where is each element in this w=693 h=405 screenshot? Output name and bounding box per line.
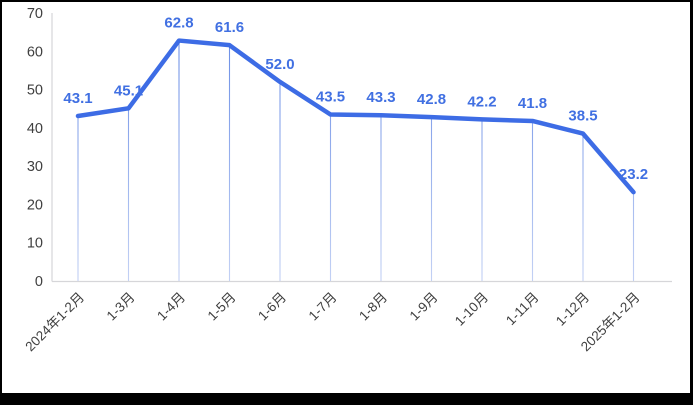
x-axis-category-label: 1-5月 bbox=[205, 290, 239, 324]
data-point-label: 43.3 bbox=[366, 89, 395, 106]
x-axis-category-label: 1-6月 bbox=[255, 290, 289, 324]
plot-area: 0 10 20 30 40 50 60 70 43.1 45.1 62.8 61.6 52.0 43.5 4… bbox=[2, 2, 690, 393]
y-axis-tick-label: 0 bbox=[35, 274, 43, 290]
data-point-label: 45.1 bbox=[114, 82, 143, 99]
x-axis-category-label: 1-4月 bbox=[154, 290, 188, 324]
x-axis-category-label: 2024年1-2月 bbox=[22, 290, 87, 355]
x-axis-category-label: 1-8月 bbox=[356, 290, 390, 324]
y-axis-tick-label: 70 bbox=[27, 6, 43, 22]
data-point-label: 52.0 bbox=[265, 56, 294, 73]
data-point-label: 23.2 bbox=[619, 166, 648, 183]
x-axis-category-label: 1-12月 bbox=[553, 290, 592, 329]
data-point-label: 42.8 bbox=[417, 91, 446, 108]
y-axis-tick-label: 40 bbox=[27, 121, 43, 137]
x-axis-category-label: 1-7月 bbox=[306, 290, 340, 324]
data-point-label: 43.5 bbox=[316, 88, 345, 105]
series-line bbox=[75, 38, 636, 195]
x-axis-category-label: 1-10月 bbox=[452, 290, 491, 329]
data-point-label: 62.8 bbox=[164, 15, 193, 32]
x-axis-category-label: 1-11月 bbox=[503, 290, 542, 329]
data-point-label: 38.5 bbox=[568, 108, 597, 125]
data-point-label: 61.6 bbox=[215, 19, 244, 36]
y-axis-tick-label: 30 bbox=[27, 159, 43, 175]
y-axis-tick-label: 20 bbox=[27, 197, 43, 213]
chart-generated-content: 0 10 20 30 40 50 60 70 43.1 45.1 62.8 61.6 52.0 43.5 4… bbox=[22, 6, 672, 354]
x-axis-category-label: 1-9月 bbox=[407, 290, 441, 324]
chart-canvas: 0 10 20 30 40 50 60 70 43.1 45.1 62.8 61.6 52.0 43.5 4… bbox=[22, 6, 672, 354]
y-axis-tick-label: 50 bbox=[27, 83, 43, 99]
data-point-label: 43.1 bbox=[63, 90, 92, 107]
data-point-label: 42.2 bbox=[467, 93, 496, 110]
y-axis-tick-label: 60 bbox=[27, 44, 43, 60]
x-axis-category-label: 1-3月 bbox=[104, 290, 138, 324]
y-axis-tick-label: 10 bbox=[27, 236, 43, 252]
data-point-label: 41.8 bbox=[518, 95, 547, 112]
